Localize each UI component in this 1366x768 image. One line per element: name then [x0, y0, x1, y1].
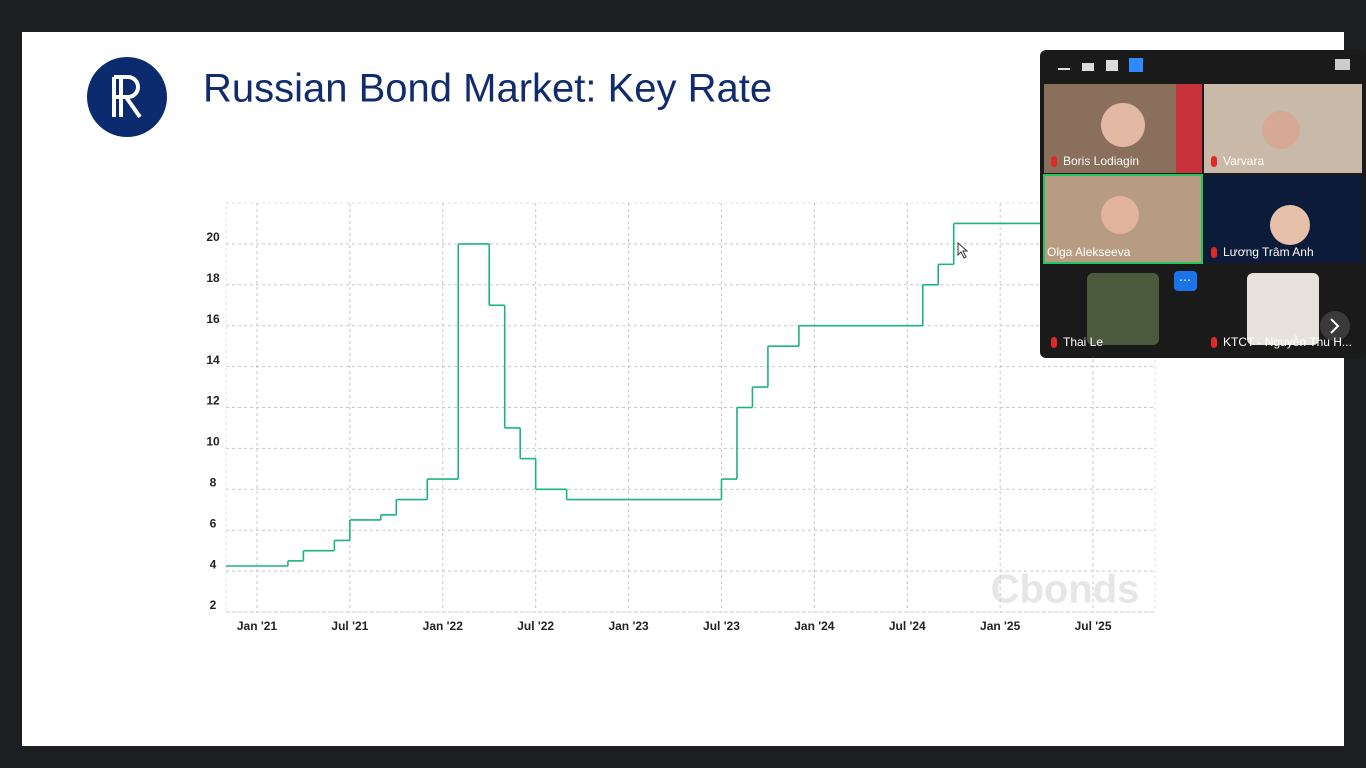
x-tick-label: Jan '22 [423, 619, 464, 633]
more-icon: ⋯ [1179, 273, 1191, 287]
x-tick-label: Jan '21 [237, 619, 278, 633]
more-button[interactable] [1174, 271, 1197, 291]
x-tick-label: Jan '24 [794, 619, 835, 633]
view-icon[interactable] [1058, 68, 1070, 70]
participant-names: Boris Lodiagin Varvara Olga Alekseeva Lương… [1047, 154, 1352, 349]
mic-muted-icon [1211, 337, 1217, 348]
watermark: Cbonds [991, 568, 1140, 612]
y-tick-label: 12 [206, 394, 220, 408]
next-button[interactable] [1320, 311, 1350, 341]
face [1101, 196, 1139, 234]
x-tick-label: Jul '24 [889, 619, 926, 633]
cursor [957, 241, 969, 259]
mic-muted-icon [1211, 247, 1217, 258]
view-icon[interactable] [1106, 60, 1118, 71]
face [1270, 205, 1310, 245]
participant-name: Olga Alekseeva [1047, 245, 1131, 259]
y-tick-label: 8 [210, 475, 217, 489]
participant-name: Varvara [1223, 154, 1264, 168]
popout-icon[interactable] [1335, 59, 1350, 70]
video-panel: ⋯ [1040, 50, 1366, 358]
face [1262, 111, 1300, 149]
participant-name: KTCT - Nguyễn Thu H... [1223, 334, 1352, 349]
video-bg [1176, 84, 1202, 173]
logo-mark [112, 75, 142, 119]
x-tick-label: Jul '21 [331, 619, 368, 633]
view-icon[interactable] [1129, 58, 1143, 72]
face [1101, 103, 1145, 147]
y-tick-label: 18 [206, 271, 220, 285]
y-tick-label: 6 [210, 516, 217, 530]
view-icon[interactable] [1082, 63, 1094, 71]
y-tick-label: 10 [206, 435, 220, 449]
x-tick-label: Jul '22 [517, 619, 554, 633]
y-tick-label: 2 [210, 598, 217, 612]
y-tick-label: 14 [206, 353, 220, 367]
participant-name: Boris Lodiagin [1063, 154, 1139, 168]
participant-name: Thai Le [1063, 335, 1103, 349]
participant-name: Lương Trâm Anh [1223, 245, 1314, 259]
y-tick-label: 4 [210, 557, 217, 571]
mic-muted-icon [1051, 337, 1057, 348]
plot: 2 4 6 8 10 12 14 16 18 20 Jan '21 Jul '21 Jan '22 Jul… [206, 203, 1155, 633]
y-tick-label: 20 [206, 230, 220, 244]
mic-muted-icon [1051, 156, 1057, 167]
avatar [1087, 273, 1159, 345]
y-tick-label: 16 [206, 312, 220, 326]
x-tick-label: Jan '25 [980, 619, 1021, 633]
mic-muted-icon [1211, 156, 1217, 167]
slide-title: Russian Bond Market: Key Rate [203, 67, 772, 111]
x-tick-label: Jul '23 [703, 619, 740, 633]
x-tick-label: Jan '23 [608, 619, 649, 633]
next-icon [1330, 318, 1340, 334]
x-tick-label: Jul '25 [1075, 619, 1112, 633]
avatar [1247, 273, 1319, 345]
